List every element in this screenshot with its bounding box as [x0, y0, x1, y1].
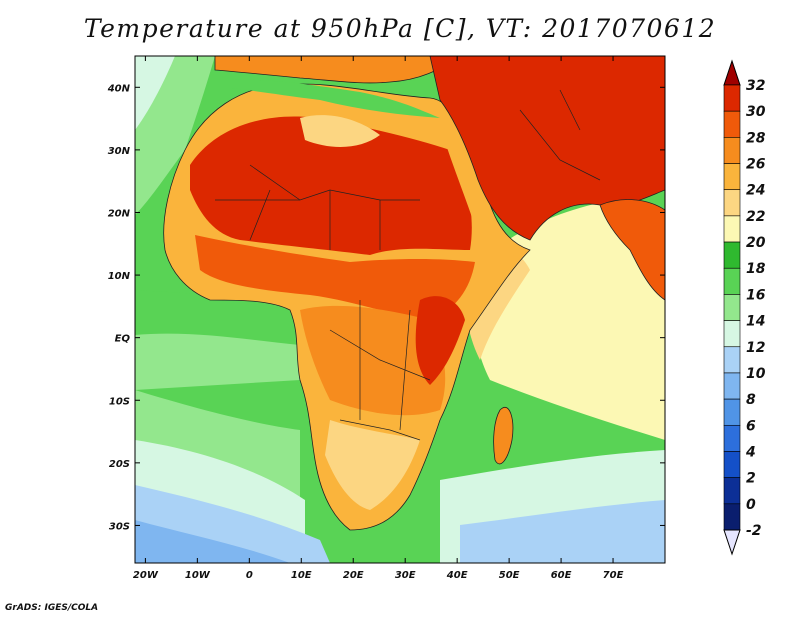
colorbar-tick-label: 30	[746, 104, 766, 120]
southern-africa-mild	[325, 420, 420, 510]
colorbar-tick-label: 18	[746, 261, 766, 277]
plot-frame	[134, 55, 666, 564]
lon-tick-label: 20W	[133, 570, 159, 581]
colorbar-tick-label: 22	[746, 209, 765, 225]
lat-tick-label: 20N	[108, 208, 131, 219]
colorbar-swatch	[723, 294, 741, 321]
colorbar-tick-label: 6	[746, 418, 756, 434]
grads-credit: GrADS: IGES/COLA	[5, 603, 99, 613]
lon-tick-label: 60E	[551, 570, 572, 581]
border-line-7	[339, 419, 421, 441]
colorbar-tick-label: 26	[746, 157, 766, 173]
colorbar-tick-label: 8	[746, 392, 756, 408]
colorbar-swatch	[723, 477, 741, 505]
lon-tick-label: 40E	[446, 570, 468, 581]
north-coast-mild	[300, 115, 380, 147]
colorbar-tick-label: 10	[746, 366, 766, 382]
colorbar-tick-label: 28	[746, 130, 766, 146]
colorbar-tick-label: 4	[745, 444, 756, 460]
border-line-6	[329, 329, 431, 381]
lon-tick-label: 10E	[291, 570, 312, 581]
colorbar-swatch	[723, 189, 741, 217]
lon-tick-label: 50E	[499, 570, 520, 581]
chart-title: Temperature at 950hPa [C], VT: 201707061…	[83, 14, 717, 43]
red-sea	[440, 120, 485, 235]
equatorial-atlantic-cool	[135, 333, 300, 390]
colorbar-swatch	[723, 84, 741, 112]
colorbar-tick-label: 16	[746, 287, 766, 303]
east-africa-hot	[415, 296, 465, 385]
colorbar-swatch	[723, 320, 741, 348]
colorbar-tick-label: 2	[746, 471, 756, 487]
lat-tick-label: 40N	[107, 83, 131, 94]
colorbar-swatch	[723, 241, 741, 269]
latitude-axis: 40N 30N 20N 10N EQ 10S 20S 30S	[107, 83, 665, 532]
colorbar-tick-label: -2	[746, 523, 762, 539]
colorbar-swatch	[723, 503, 741, 531]
central-africa-band	[300, 305, 446, 416]
lat-tick-label: 30N	[108, 146, 131, 157]
colorbar-tick-label: 12	[746, 340, 765, 356]
sahara-hot-zone	[190, 116, 472, 255]
lat-tick-label: 20S	[109, 459, 130, 470]
colorbar-swatch	[723, 398, 741, 426]
colorbar-tick-label: 24	[746, 183, 765, 199]
colorbar-tick-label: 20	[746, 235, 766, 251]
colorbar-swatch	[723, 215, 741, 243]
colorbar-tick-label: 32	[746, 78, 765, 94]
country-borders	[215, 89, 601, 441]
lon-tick-label: 70E	[603, 570, 624, 581]
colorbar-swatch	[723, 137, 741, 164]
colorbar-swatch	[723, 372, 741, 400]
colorbar-swatch	[723, 346, 741, 374]
europe-landmass	[214, 56, 461, 84]
lon-tick-label: 0	[246, 570, 253, 581]
map-field	[135, 56, 665, 563]
lon-tick-label: 30E	[395, 570, 416, 581]
colorbar-swatch	[723, 110, 741, 138]
border-line-11	[559, 89, 581, 131]
border-line-9	[399, 309, 411, 431]
longitude-axis: 20W 10W 0 10E 20E 30E 40E 50E 60E 70E	[133, 56, 624, 581]
colorbar-swatch	[723, 267, 741, 295]
north-atlantic-cool	[135, 56, 175, 130]
colorbar-swatch	[723, 451, 741, 478]
madagascar	[493, 407, 514, 465]
lon-tick-label: 10W	[185, 570, 211, 581]
lon-tick-label: 20E	[343, 570, 364, 581]
lat-tick-label: 10N	[108, 271, 131, 282]
sahel-band	[195, 235, 475, 320]
lat-tick-label: 30S	[109, 521, 130, 532]
border-line-10	[519, 109, 601, 181]
south-east-ocean-band-2	[460, 500, 665, 563]
colorbar-swatch	[723, 424, 741, 452]
south-ocean-band-4	[135, 520, 290, 563]
colorbar-bottom-triangle	[723, 529, 741, 556]
india-landmass	[599, 199, 665, 301]
mediterranean-sea	[230, 79, 440, 118]
border-line-4	[249, 189, 271, 241]
lat-tick-label: EQ	[115, 334, 131, 345]
colorbar-swatch	[723, 163, 741, 191]
colorbar-top-triangle	[723, 59, 741, 86]
colorbar-tick-label: 0	[746, 497, 756, 513]
lat-tick-label: 10S	[109, 396, 130, 407]
colorbar-tick-label: 14	[746, 314, 765, 330]
